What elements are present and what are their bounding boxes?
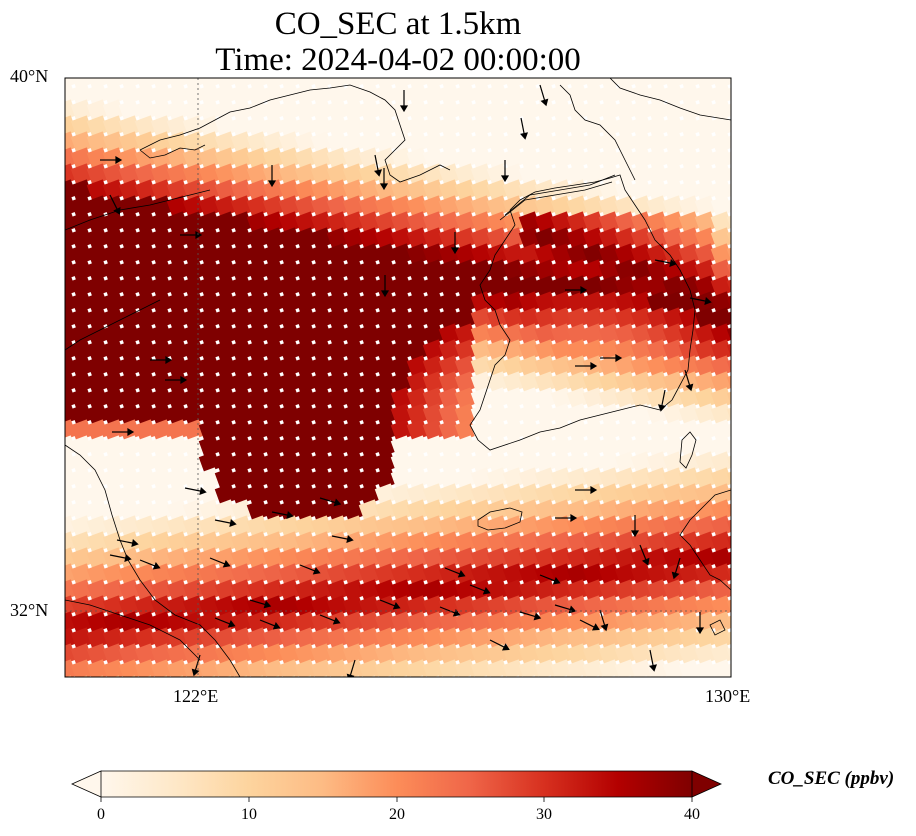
- map-title-line1: CO_SEC at 1.5km: [274, 6, 522, 42]
- colorbar-tick-30: 30: [536, 806, 552, 823]
- colorbar-label: CO_SEC (ppbv): [768, 768, 895, 789]
- colorbar-gradient: [101, 771, 692, 797]
- gridlines: [65, 78, 731, 677]
- map-title-line2: Time: 2024-04-02 00:00:00: [215, 42, 581, 78]
- colorbar-tick-0: 0: [97, 806, 105, 823]
- coastlines: [65, 78, 731, 677]
- colorbar-tick-10: 10: [241, 806, 257, 823]
- colorbar-extend-low: [71, 770, 102, 798]
- colorbar-extend-high: [691, 770, 722, 798]
- concentration-field: [65, 78, 731, 677]
- lon-label-130e: 130°E: [705, 686, 751, 706]
- colorbar: [71, 770, 722, 802]
- lat-label-32n: 32°N: [10, 600, 49, 620]
- colorbar-tick-40: 40: [684, 806, 700, 823]
- lon-label-122e: 122°E: [173, 686, 219, 706]
- colorbar-tick-20: 20: [389, 806, 405, 823]
- lat-label-40n: 40°N: [10, 66, 49, 86]
- wind-vectors: [100, 84, 712, 677]
- map-frame: [64, 77, 732, 678]
